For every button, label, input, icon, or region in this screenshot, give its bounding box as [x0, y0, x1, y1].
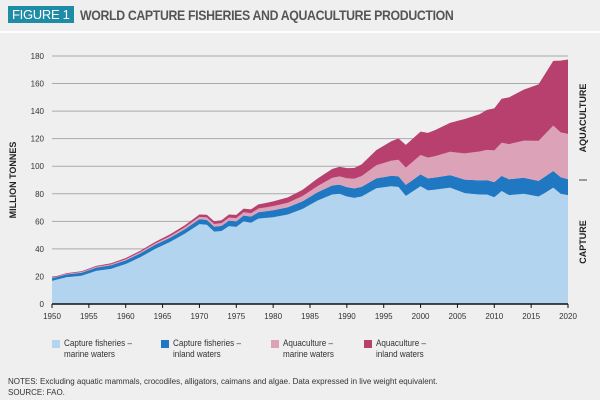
- y-tick-label: 180: [31, 52, 45, 61]
- legend-label-line2: marine waters: [64, 349, 115, 359]
- legend-label-line1: Aquaculture –: [283, 338, 333, 348]
- notes-text: NOTES: Excluding aquatic mammals, crocod…: [8, 377, 438, 386]
- x-tick-label: 2015: [522, 312, 540, 321]
- area-series-2: [52, 125, 568, 279]
- chart-legend: Capture fisheries – marine waters Capture…: [0, 338, 600, 368]
- y-tick-label: 100: [31, 162, 45, 171]
- x-tick-label: 2010: [485, 312, 503, 321]
- y-tick-label: 80: [35, 190, 44, 199]
- y-axis-label: MILLION TONNES: [8, 142, 18, 219]
- legend-label-line2: marine waters: [283, 349, 334, 359]
- x-tick-label: 1985: [301, 312, 319, 321]
- legend-item-capture-inland: Capture fisheries – inland waters: [161, 338, 249, 360]
- legend-label-line2: inland waters: [173, 349, 221, 359]
- x-tick-label: 2005: [449, 312, 467, 321]
- y-tick-label: 20: [35, 272, 44, 281]
- x-tick-label: 1955: [80, 312, 98, 321]
- legend-swatch: [161, 340, 169, 348]
- x-tick-label: 1965: [154, 312, 172, 321]
- y-tick-label: 40: [35, 245, 44, 254]
- stacked-area-chart: 0 20 40 60 80 100 120 140 160 180 1950 1955 1960 196…: [8, 52, 588, 321]
- source-text: SOURCE: FAO.: [8, 388, 65, 397]
- area-series-0: [52, 186, 568, 304]
- legend-item-aquaculture-inland: Aquaculture – inland waters: [364, 338, 432, 360]
- legend-swatch: [271, 340, 279, 348]
- x-tick-label: 1990: [338, 312, 356, 321]
- area-series-1: [52, 171, 568, 281]
- x-tick-label: 1995: [375, 312, 393, 321]
- x-tick-label: 1960: [117, 312, 135, 321]
- legend-item-aquaculture-marine: Aquaculture – marine waters: [271, 338, 340, 360]
- header-divider: [0, 31, 600, 33]
- side-label-capture: CAPTURE: [578, 220, 588, 264]
- legend-label-line1: Capture fisheries –: [173, 338, 241, 348]
- x-tick-label: 1975: [227, 312, 245, 321]
- legend-label-line1: Capture fisheries –: [64, 338, 132, 348]
- legend-item-capture-marine: Capture fisheries – marine waters: [52, 338, 140, 360]
- x-tick-label: 2020: [559, 312, 577, 321]
- y-tick-label: 120: [31, 135, 45, 144]
- y-tick-label: 60: [35, 217, 44, 226]
- x-tick-label: 2000: [412, 312, 430, 321]
- x-tick-label: 1980: [264, 312, 282, 321]
- y-tick-label: 140: [31, 107, 45, 116]
- legend-swatch: [364, 340, 372, 348]
- figure-badge: FIGURE 1: [8, 6, 74, 23]
- y-tick-label: 160: [31, 80, 45, 89]
- x-tick-label: 1950: [43, 312, 61, 321]
- side-label-aquaculture: AQUACULTURE: [578, 84, 588, 153]
- x-tick-label: 1970: [191, 312, 209, 321]
- figure-header: FIGURE 1 WORLD CAPTURE FISHERIES AND AQU…: [8, 6, 504, 23]
- legend-label-line2: inland waters: [376, 349, 424, 359]
- y-tick-label: 0: [40, 300, 45, 309]
- legend-label-line1: Aquaculture –: [376, 338, 426, 348]
- chart-notes: NOTES: Excluding aquatic mammals, crocod…: [8, 376, 438, 398]
- legend-swatch: [52, 340, 60, 348]
- chart-title: WORLD CAPTURE FISHERIES AND AQUACULTURE …: [79, 6, 454, 23]
